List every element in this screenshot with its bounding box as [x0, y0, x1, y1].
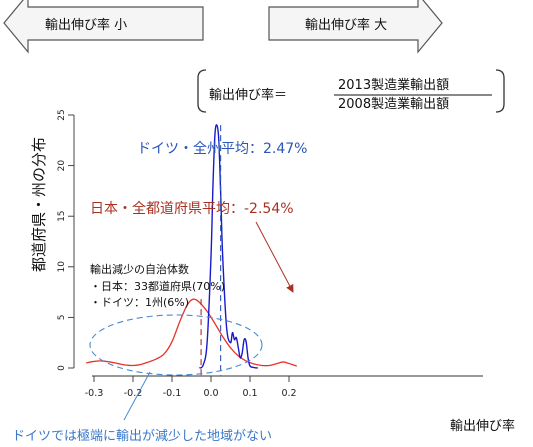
x-tick-label: 0.0 — [203, 388, 218, 399]
y-tick-label: 0 — [57, 365, 67, 371]
decline-count-title: 輸出減少の自治体数 — [90, 262, 189, 276]
japan-average-label: 日本・全都道府県平均：-2.54% — [90, 200, 294, 217]
germany-average-label: ドイツ・全州平均：2.47% — [137, 140, 307, 157]
y-axis-title: 都道府県・州の分布 — [30, 137, 48, 272]
x-ticks: -0.3 -0.2 -0.1 0.0 0.1 0.2 — [85, 376, 297, 399]
bottom-note: ドイツでは極端に輸出が減少した地域がない — [12, 428, 272, 444]
y-tick-label: 10 — [57, 261, 67, 273]
left-arrow-label: 輸出伸び率 小 — [45, 17, 127, 33]
x-tick-label: -0.3 — [85, 388, 104, 399]
formula-denominator: 2008製造業輸出額 — [338, 96, 449, 112]
series-line-japan — [86, 298, 298, 367]
y-ticks: 0 5 10 15 20 25 — [57, 109, 74, 371]
formula-left-bracket — [197, 69, 207, 113]
y-tick-label: 5 — [57, 315, 67, 321]
formula-numerator: 2013製造業輸出額 — [338, 77, 449, 93]
left-arrow-shape — [3, 0, 204, 54]
formula-lhs: 輸出伸び率＝ — [209, 87, 287, 103]
x-tick-label: 0.1 — [242, 388, 257, 399]
y-tick-label: 20 — [57, 160, 67, 172]
formula-right-bracket — [495, 69, 505, 113]
decline-count-japan: ・日本：33都道府県(70%) — [90, 279, 225, 293]
x-tick-label: -0.1 — [163, 388, 182, 399]
extreme-decline-ellipse — [89, 314, 263, 376]
decline-count-germany: ・ドイツ：1州(6%) — [90, 296, 189, 309]
x-axis-title: 輸出伸び率 — [450, 418, 515, 434]
series-line-germany — [198, 124, 258, 369]
y-tick-label: 25 — [57, 109, 67, 120]
y-tick-label: 15 — [57, 210, 67, 221]
x-tick-label: 0.2 — [281, 388, 296, 399]
right-arrow-label: 輸出伸び率 大 — [305, 17, 387, 33]
ellipse-pointer-line — [123, 371, 151, 421]
right-arrow-shape — [268, 0, 443, 54]
x-tick-label: -0.2 — [124, 388, 143, 399]
japan-average-arrow — [255, 221, 294, 293]
